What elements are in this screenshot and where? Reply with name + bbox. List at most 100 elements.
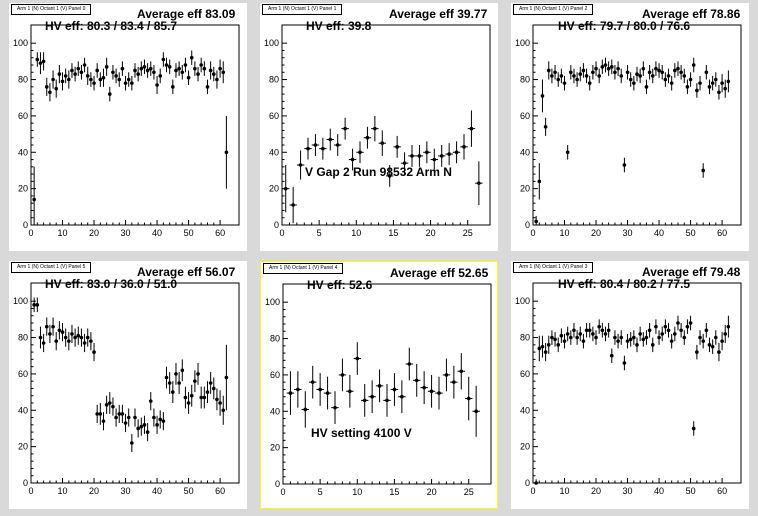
data-point xyxy=(224,375,229,380)
x-tick-label: 20 xyxy=(426,228,436,238)
data-point xyxy=(92,350,96,354)
data-point xyxy=(584,328,589,333)
x-tick-label: 5 xyxy=(318,487,323,497)
data-point xyxy=(196,372,200,376)
data-point xyxy=(221,70,226,75)
plot-4: 0 5 10 15 20 25 0 20 40 60 80 100 xyxy=(265,283,492,497)
hv-eff-label: HV eff: 83.0 / 36.0 / 51.0 xyxy=(45,277,178,291)
data-point xyxy=(333,405,337,410)
data-point xyxy=(647,70,652,75)
data-point xyxy=(682,335,687,340)
data-point xyxy=(575,77,579,82)
data-point xyxy=(370,394,374,399)
y-tick-label: 60 xyxy=(18,111,28,121)
data-point xyxy=(199,63,203,67)
data-point xyxy=(701,168,705,173)
data-point xyxy=(177,66,181,71)
x-tick-label: 5 xyxy=(317,228,322,238)
data-point xyxy=(208,381,213,385)
panel-title: Arm 1 (N) Octant 1 (V) Panel 4 xyxy=(263,263,344,274)
average-eff-label: Average eff 39.77 xyxy=(389,7,488,21)
data-point xyxy=(380,141,385,145)
data-point xyxy=(82,63,87,67)
y-tick-label: 0 xyxy=(525,220,530,230)
data-point xyxy=(673,332,677,336)
data-point xyxy=(606,328,611,333)
data-point xyxy=(429,389,434,394)
x-tick-label: 20 xyxy=(591,228,601,238)
data-point xyxy=(82,341,87,345)
y-tick-label: 80 xyxy=(520,75,530,85)
data-point xyxy=(136,426,140,431)
data-point xyxy=(638,332,642,336)
data-point xyxy=(452,380,456,384)
data-point xyxy=(550,74,554,78)
data-point xyxy=(205,390,210,394)
y-tick-label: 0 xyxy=(274,220,279,230)
data-point xyxy=(186,401,191,405)
data-point xyxy=(126,77,131,82)
data-point xyxy=(92,81,96,85)
data-point xyxy=(459,369,464,374)
data-point xyxy=(407,362,412,366)
x-tick-label: 50 xyxy=(184,486,194,496)
data-point xyxy=(325,391,330,395)
data-point xyxy=(76,333,81,338)
data-point xyxy=(543,350,548,354)
data-point xyxy=(98,77,103,82)
data-point xyxy=(474,409,478,414)
y-tick-label: 20 xyxy=(270,443,280,453)
data-point xyxy=(218,401,222,405)
data-point xyxy=(142,423,147,427)
data-point xyxy=(578,332,583,336)
data-point xyxy=(698,81,702,85)
data-point xyxy=(54,86,59,91)
x-tick-label: 20 xyxy=(427,487,437,497)
data-point xyxy=(616,339,620,343)
data-point xyxy=(603,63,608,67)
data-point xyxy=(155,423,159,427)
average-eff-label: Average eff 83.09 xyxy=(137,7,236,21)
data-point xyxy=(713,77,718,82)
data-point xyxy=(51,77,55,82)
data-point xyxy=(183,395,188,400)
data-point xyxy=(38,335,43,340)
data-point xyxy=(95,68,99,73)
plot-0: 0 10 20 30 40 50 60 0 20 40 60 80 100 xyxy=(13,24,240,238)
data-point xyxy=(477,181,481,185)
data-point xyxy=(537,179,542,184)
data-point xyxy=(688,321,693,325)
data-point xyxy=(117,77,122,82)
y-tick-label: 20 xyxy=(18,184,28,194)
data-point xyxy=(609,353,614,358)
data-point xyxy=(224,150,229,155)
data-point xyxy=(186,75,191,80)
data-point xyxy=(79,335,84,340)
data-point xyxy=(565,150,570,155)
data-point xyxy=(562,81,567,85)
data-point xyxy=(695,350,699,354)
data-point xyxy=(377,384,382,388)
data-point xyxy=(385,398,389,403)
data-point xyxy=(462,145,466,149)
data-point xyxy=(199,395,203,400)
data-point xyxy=(395,145,399,149)
x-tick-label: 30 xyxy=(623,486,633,496)
data-point xyxy=(44,85,49,89)
data-point xyxy=(313,143,318,147)
data-point xyxy=(164,63,169,67)
data-point xyxy=(73,72,77,76)
hv-setting-annotation: HV setting 4100 V xyxy=(311,426,412,440)
data-point xyxy=(70,68,74,73)
data-point xyxy=(688,77,693,82)
data-point xyxy=(654,66,658,71)
data-point xyxy=(691,426,696,431)
data-point xyxy=(161,57,166,62)
data-point xyxy=(358,150,362,155)
data-point xyxy=(622,163,627,167)
data-point xyxy=(679,328,683,333)
data-point xyxy=(101,75,106,80)
data-point xyxy=(641,66,646,71)
data-point xyxy=(669,81,674,85)
data-point xyxy=(142,65,147,69)
